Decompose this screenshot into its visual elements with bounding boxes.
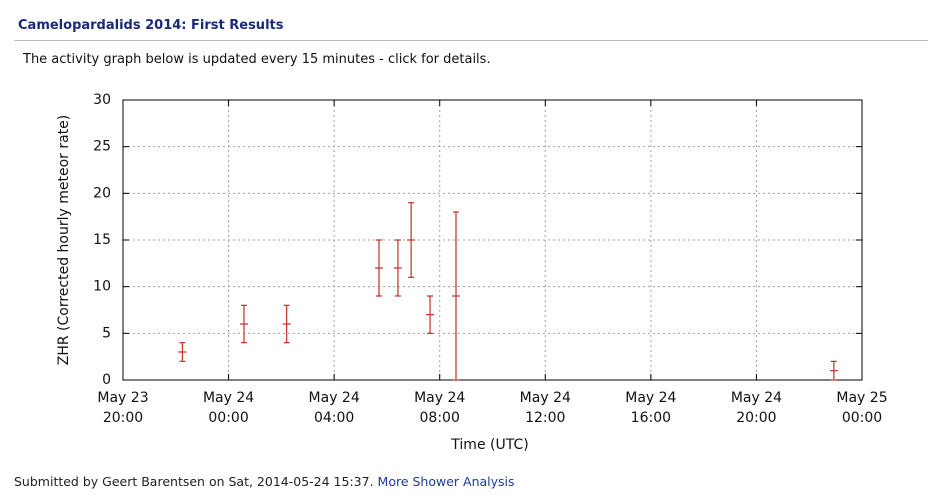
x-axis-label: Time (UTC) [450,437,528,453]
y-tick-label: 30 [93,92,111,108]
page-title: Camelopardalids 2014: First Results [18,18,284,33]
error-bar [178,342,187,362]
x-tick-label: May 24 08:00 [414,390,466,426]
error-bar [407,202,416,278]
footer: Submitted by Geert Barentsen on Sat, 201… [14,474,515,489]
x-tick-label: May 24 12:00 [519,390,571,426]
y-tick-label: 5 [102,325,111,341]
footer-link[interactable]: More Shower Analysis [377,474,515,489]
x-tick-label: May 23 20:00 [97,390,149,426]
x-tick-label: May 24 16:00 [625,390,677,426]
error-bar [282,304,291,344]
divider [14,40,928,41]
x-tick-label: May 24 00:00 [202,390,255,426]
x-tick-label: May 25 00:00 [836,390,888,426]
error-bar [829,360,838,381]
error-bar [239,304,248,344]
intro-text: The activity graph below is updated ever… [23,52,491,67]
y-tick-label: 25 [93,139,111,155]
error-bar [375,239,384,297]
y-tick-label: 15 [93,232,111,248]
error-bar [393,239,402,297]
y-axis-label: ZHR (Corrected hourly meteor rate) [56,115,72,366]
footer-text: Submitted by Geert Barentsen on Sat, 201… [14,474,374,489]
y-tick-label: 10 [93,279,111,295]
plot-frame [122,99,863,381]
y-tick-label: 0 [102,372,111,388]
error-bar [451,211,460,381]
y-tick-label: 20 [93,185,111,201]
error-bar [426,295,435,334]
x-tick-label: May 24 04:00 [308,390,360,426]
x-tick-label: May 24 20:00 [730,390,783,426]
